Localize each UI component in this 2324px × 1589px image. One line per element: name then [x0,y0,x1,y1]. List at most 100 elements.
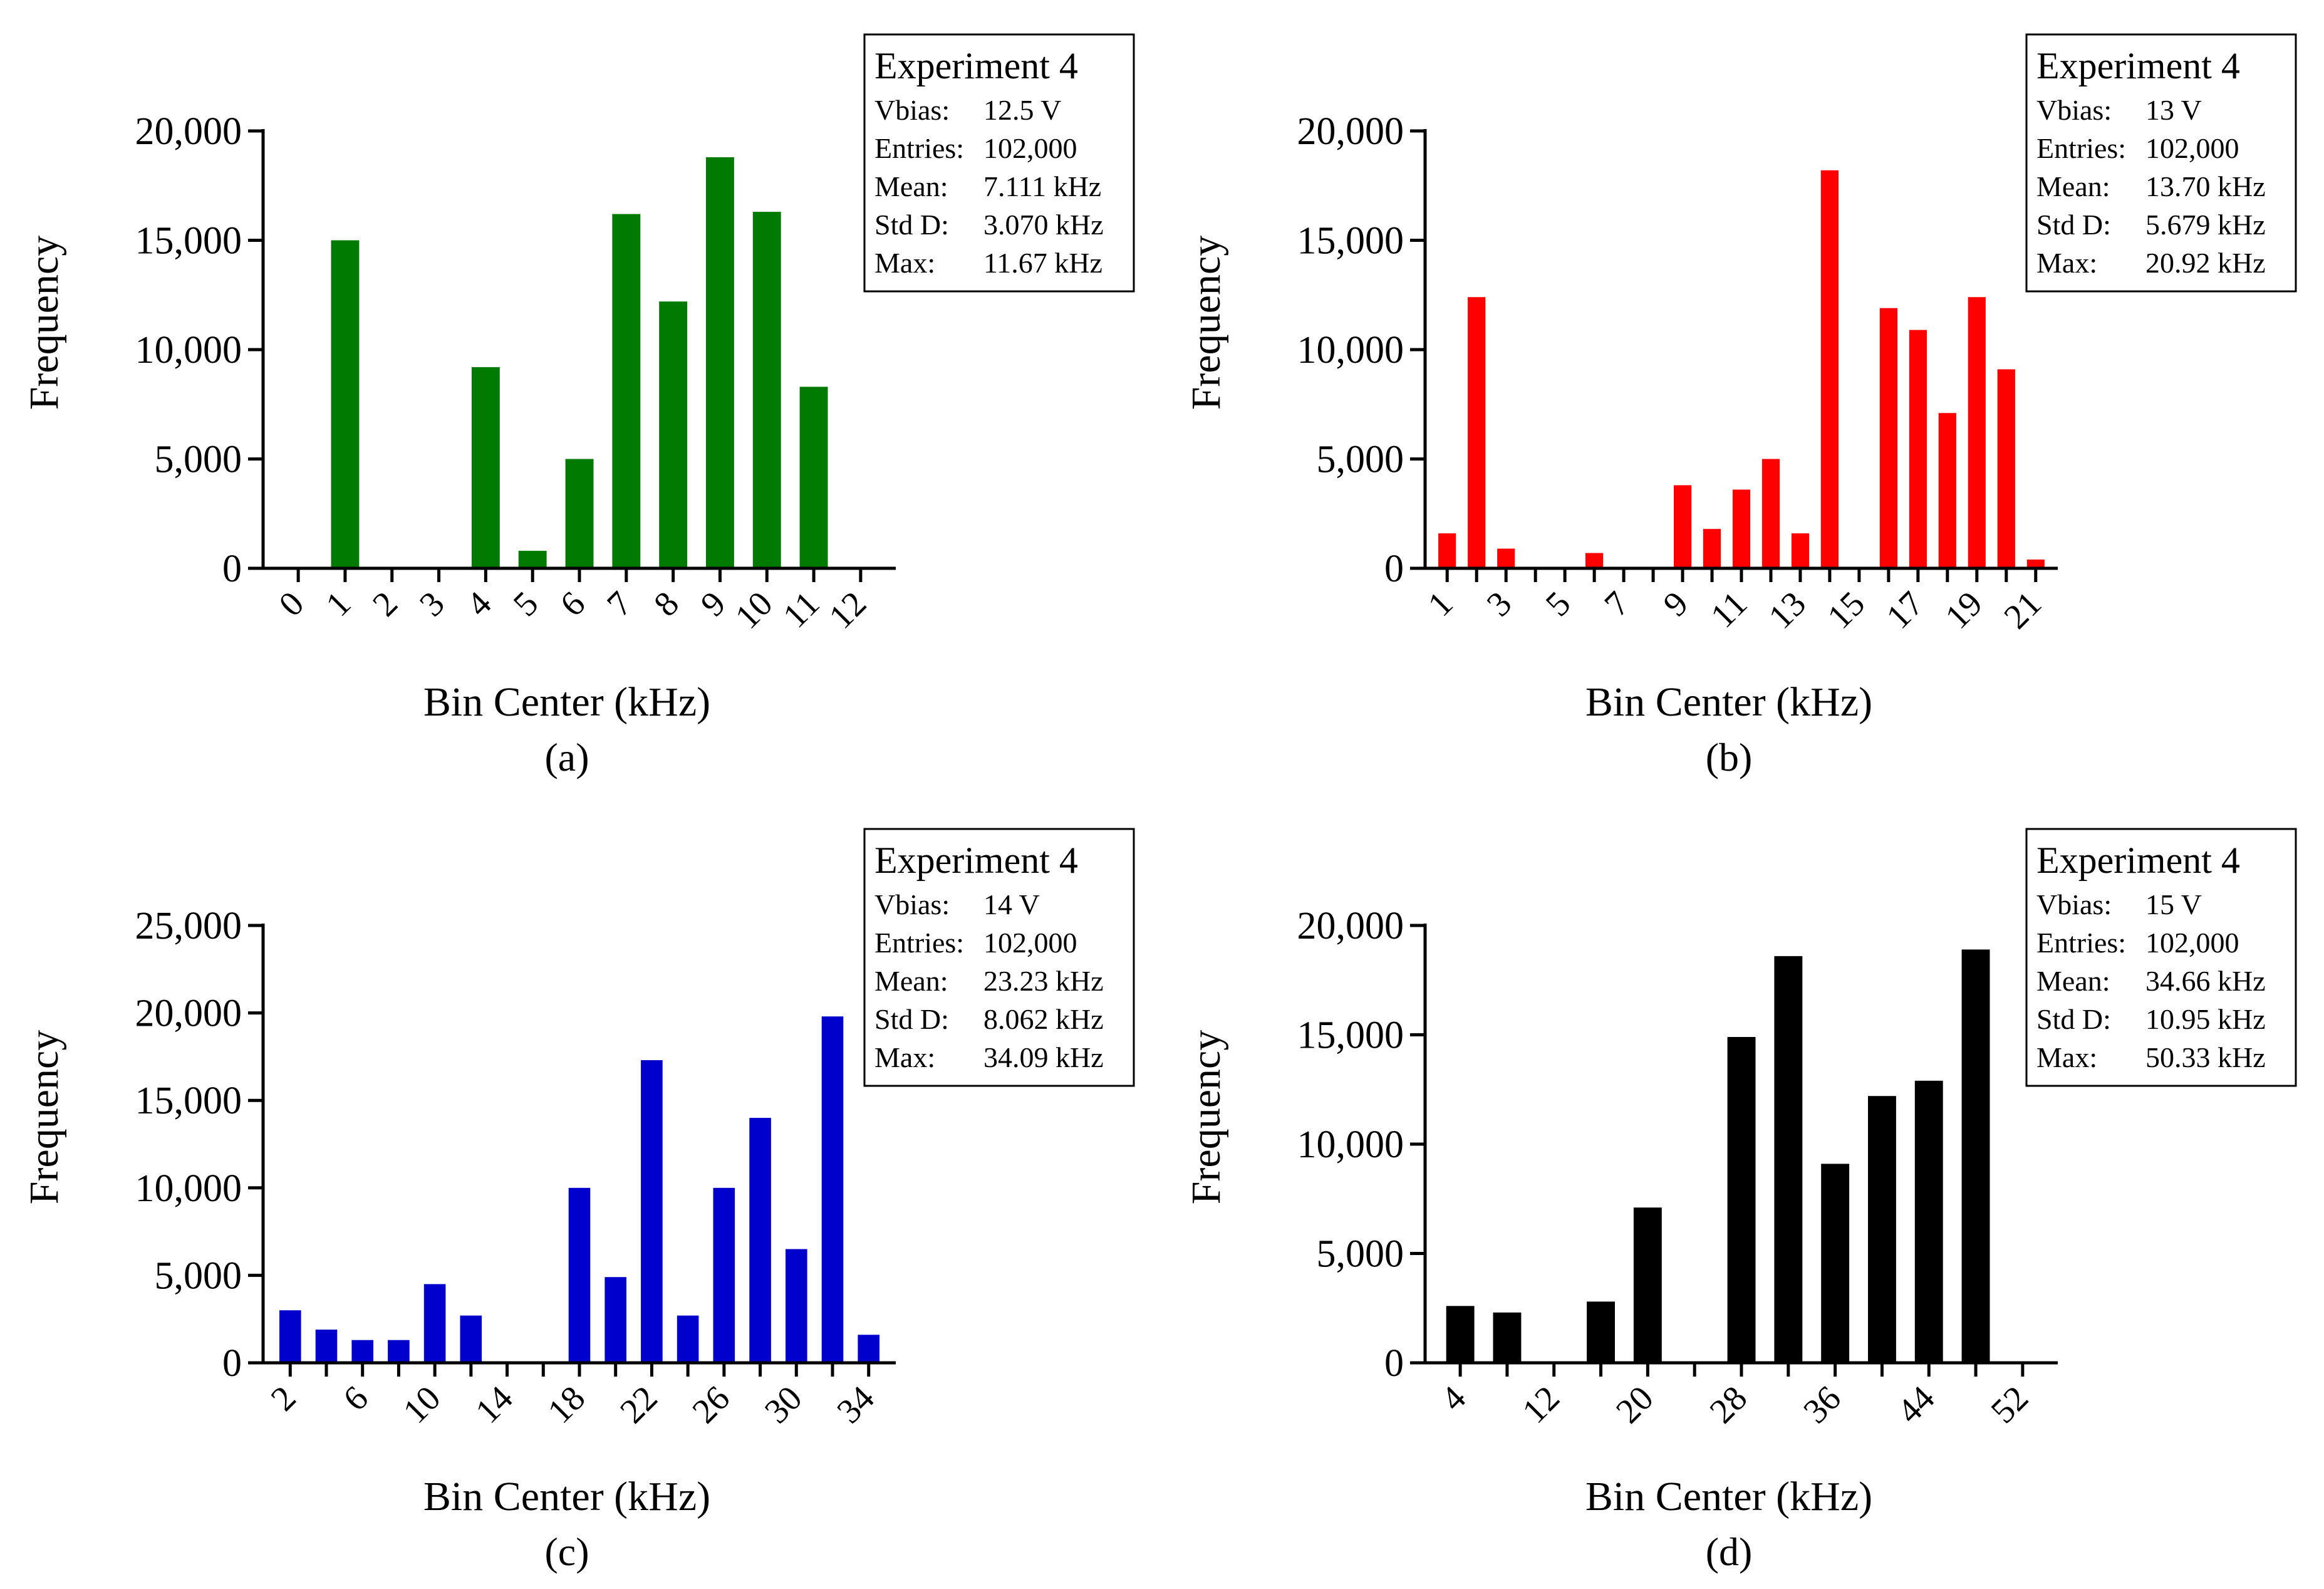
x-tick-label: 15 [1820,584,1872,636]
y-tick-label: 0 [1384,548,1404,590]
stats-title: Experiment 4 [874,840,1078,881]
x-axis-title: Bin Center (kHz) [1585,1474,1872,1519]
x-axis-title: Bin Center (kHz) [423,1474,710,1519]
stats-value: 102,000 [2145,132,2239,164]
stats-value: 34.66 kHz [2145,965,2266,997]
bar-20 [604,1277,626,1363]
bar-5 [518,551,547,568]
x-tick-label: 4 [1434,1378,1474,1419]
x-tick-label: 3 [1480,584,1520,624]
bar-30 [786,1249,807,1363]
stats-value: 14 V [983,888,1040,920]
x-tick-label: 2 [365,584,405,624]
stats-label: Entries: [874,132,964,164]
y-tick-label: 5,000 [155,1254,242,1297]
stats-title: Experiment 4 [2036,840,2240,881]
bar-10 [752,212,781,569]
bar-28 [1727,1037,1756,1363]
stats-box [863,33,1135,293]
bar-11 [1732,489,1751,568]
stats-label: Max: [874,247,935,279]
x-tick-label: 26 [685,1378,737,1430]
bar-7 [612,214,641,569]
bar-34 [858,1335,879,1363]
x-tick-label: 18 [541,1378,593,1430]
bar-36 [1821,1164,1850,1363]
x-tick-label: 10 [728,584,780,636]
stats-value: 50.33 kHz [2145,1041,2266,1073]
bar-8 [1493,1312,1522,1363]
x-tick-label: 8 [646,584,687,624]
stats-value: 102,000 [983,927,1077,959]
x-tick-label: 36 [1796,1378,1848,1430]
stats-label: Std D: [874,209,949,241]
x-tick-label: 52 [1984,1378,2036,1430]
x-tick-label: 12 [822,584,874,636]
stats-label: Vbias: [874,888,950,920]
bar-1 [1438,533,1456,568]
x-tick-label: 2 [264,1378,304,1419]
bar-4 [471,367,500,568]
stats-label: Mean: [874,170,948,202]
bar-28 [749,1118,771,1363]
stats-label: Max: [2036,247,2097,279]
panel-caption: (b) [1706,735,1753,779]
y-axis-title: Frequency [1183,236,1229,410]
panel-caption: (d) [1706,1529,1753,1574]
bar-20 [1997,369,2015,568]
bar-18 [1938,413,1956,568]
x-tick-label: 1 [318,584,358,624]
x-tick-label: 11 [1703,584,1755,635]
stats-value: 12.5 V [983,94,1061,126]
stats-value: 8.062 kHz [983,1003,1104,1035]
stats-label: Entries: [2036,927,2126,959]
y-tick-label: 10,000 [1297,1123,1404,1166]
x-tick-label: 22 [613,1378,665,1430]
bar-9 [706,157,734,568]
bar-8 [388,1340,410,1363]
bar-11 [799,387,828,568]
y-tick-label: 20,000 [135,110,242,153]
y-tick-label: 15,000 [1297,1014,1404,1057]
stats-label: Vbias: [2036,94,2112,126]
stats-label: Mean: [2036,170,2110,202]
bar-22 [641,1060,663,1363]
stats-box [2025,33,2297,293]
y-axis-title: Frequency [1183,1030,1229,1205]
y-tick-label: 0 [222,1342,242,1385]
y-tick-label: 15,000 [135,1080,242,1122]
stats-box [2025,828,2297,1087]
stats-value: 102,000 [2145,927,2239,959]
stats-label: Max: [2036,1041,2097,1073]
x-tick-label: 5 [506,584,546,624]
stats-value: 3.070 kHz [983,209,1104,241]
bar-4 [315,1330,338,1363]
x-tick-label: 0 [272,584,312,624]
bar-40 [1868,1096,1896,1363]
chart-panel-a: 0 5,000 10,000 15,000 20,000 0 1 2 3 4 5 6 7 8 9 10 11 12… [0,0,1162,794]
stats-value: 11.67 kHz [983,247,1102,279]
stats-title: Experiment 4 [874,45,1078,86]
y-tick-label: 0 [1384,1342,1404,1385]
bar-19 [1968,297,1986,568]
bar-21 [2026,560,2045,568]
x-tick-label: 14 [468,1378,520,1430]
x-tick-label: 17 [1879,584,1931,636]
bar-2 [1468,297,1486,568]
bar-32 [821,1016,844,1363]
x-tick-label: 19 [1938,584,1990,636]
chart-d: 0 5,000 10,000 15,000 20,000 4 12 20 28 36 44 52 Bin… [1183,828,2297,1574]
stats-label: Std D: [2036,209,2111,241]
bar-16 [1879,308,1897,568]
stats-value: 34.09 kHz [983,1041,1104,1073]
x-tick-label: 34 [829,1378,881,1430]
y-tick-label: 5,000 [155,439,242,481]
y-tick-label: 15,000 [1297,220,1404,263]
bar-48 [1961,949,1990,1363]
chart-panel-c: 0 5,000 10,000 15,000 20,000 25,000 2 6 10 14 18 22… [0,794,1162,1589]
x-axis-title: Bin Center (kHz) [423,679,710,725]
y-tick-label: 0 [222,548,242,590]
y-tick-label: 25,000 [135,905,242,947]
